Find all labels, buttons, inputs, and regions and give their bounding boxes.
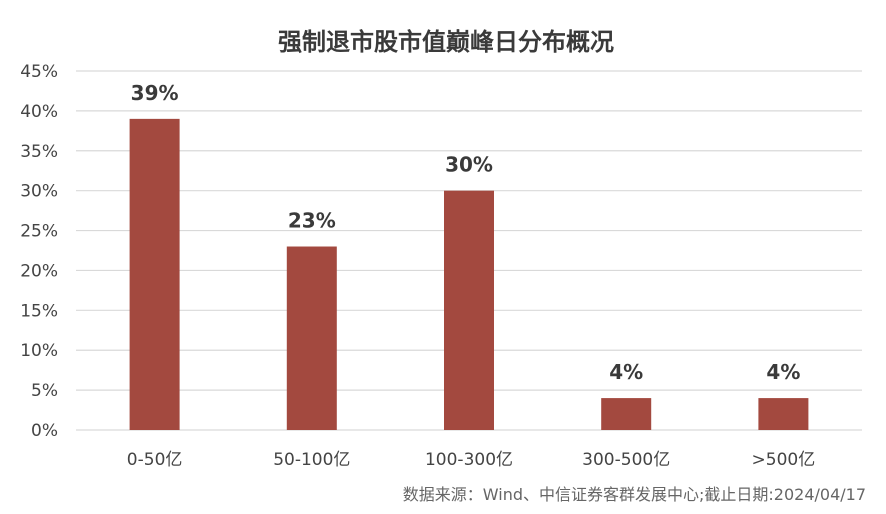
y-tick-label: 10% [20, 341, 58, 361]
data-label: 39% [131, 81, 179, 105]
source-note: 数据来源：Wind、中信证券客群发展中心;截止日期:2024/04/17 [403, 485, 866, 504]
chart-title: 强制退市股市值巅峰日分布概况 [278, 28, 614, 56]
y-tick-label: 40% [20, 102, 58, 122]
bar [129, 118, 180, 430]
y-tick-label: 0% [31, 421, 58, 441]
x-category-label: 0-50亿 [127, 450, 183, 470]
x-category-label: >500亿 [752, 450, 816, 470]
data-label: 4% [766, 360, 800, 384]
data-label: 30% [445, 153, 493, 177]
data-label: 23% [288, 209, 336, 233]
data-labels: 39% 23% 30% 4% 4% [131, 81, 801, 384]
y-tick-label: 45% [20, 62, 58, 82]
bars [129, 118, 809, 430]
y-tick-label: 5% [31, 381, 58, 401]
x-axis-categories: 0-50亿 50-100亿 100-300亿 300-500亿 >500亿 [127, 450, 815, 470]
y-tick-label: 35% [20, 142, 58, 162]
bar [444, 190, 494, 430]
data-label: 4% [609, 360, 643, 384]
x-category-label: 100-300亿 [425, 450, 513, 470]
y-axis-ticks: 0% 5% 10% 15% 20% 25% 30% 35% 40% 45% [20, 62, 58, 441]
bar [758, 398, 809, 430]
bar [286, 246, 337, 430]
y-tick-label: 30% [20, 182, 58, 202]
y-tick-label: 20% [20, 261, 58, 281]
y-tick-label: 25% [20, 222, 58, 242]
x-category-label: 50-100亿 [273, 450, 350, 470]
bar [601, 398, 652, 430]
x-category-label: 300-500亿 [582, 450, 670, 470]
y-tick-label: 15% [20, 301, 58, 321]
